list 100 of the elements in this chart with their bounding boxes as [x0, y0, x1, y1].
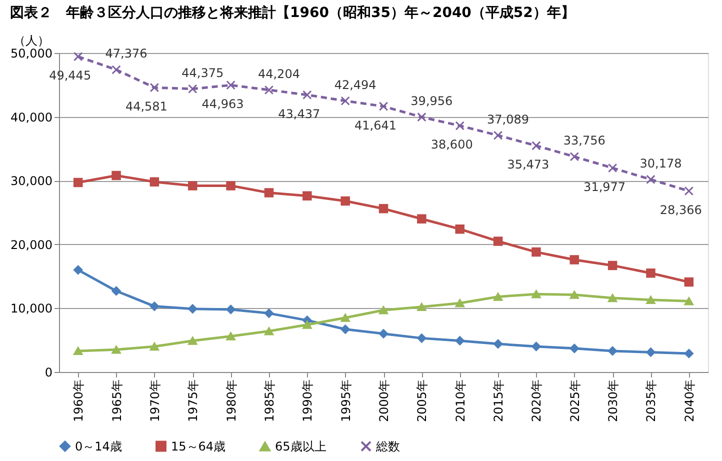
point — [455, 121, 464, 130]
chart-title: 図表２ 年齢３区分人口の推移と将来推計【1960（昭和35）年～2040（平成52）年】 — [10, 5, 575, 21]
x-tick-label: 1980年 — [224, 380, 238, 422]
x-tick-label: 2030年 — [606, 380, 620, 422]
point — [150, 82, 160, 92]
point — [532, 290, 541, 298]
point — [264, 188, 274, 198]
point — [684, 186, 694, 196]
point — [226, 80, 236, 90]
data-label: 44,963 — [202, 97, 244, 112]
data-label: 30,178 — [640, 156, 682, 170]
y-tick-label: 10,000 — [10, 302, 52, 316]
point — [532, 247, 541, 257]
point — [455, 224, 464, 234]
point — [302, 191, 312, 201]
x-tick-label: 2020年 — [530, 380, 544, 422]
point — [112, 286, 121, 296]
point — [302, 320, 312, 329]
point — [340, 314, 350, 322]
point — [264, 308, 274, 318]
point — [340, 96, 350, 106]
point — [150, 342, 160, 351]
y-axis-title: （人） — [14, 34, 50, 48]
point — [570, 255, 580, 264]
point — [684, 297, 694, 306]
point — [532, 342, 541, 352]
point — [188, 84, 198, 94]
x-tick-label: 1985年 — [262, 380, 276, 422]
point — [646, 348, 656, 357]
point — [73, 178, 83, 188]
point — [226, 181, 236, 190]
data-label: 43,437 — [278, 106, 320, 121]
point — [150, 302, 160, 311]
data-label: 39,956 — [410, 94, 453, 108]
x-tick-label: 1965年 — [110, 380, 124, 422]
x-tick-label: 1975年 — [186, 380, 200, 422]
point — [378, 329, 388, 338]
point — [188, 304, 198, 314]
data-label: 44,204 — [258, 66, 300, 81]
point — [493, 339, 503, 349]
point — [226, 332, 236, 340]
point — [73, 346, 83, 356]
x-tick-label: 2005年 — [415, 380, 430, 422]
x-tick-label: 1970年 — [148, 380, 162, 422]
point — [684, 348, 694, 358]
data-label: 37,089 — [487, 112, 530, 126]
point — [112, 170, 121, 180]
point — [608, 346, 618, 356]
point — [608, 163, 618, 173]
data-label: 47,376 — [105, 46, 148, 61]
x-tick-label: 2000年 — [377, 380, 391, 422]
point — [570, 290, 580, 299]
legend-label: 総数 — [375, 439, 400, 454]
point — [417, 302, 426, 312]
y-tick-label: 0 — [44, 366, 52, 380]
point — [340, 196, 350, 206]
point — [493, 292, 503, 301]
point — [493, 236, 503, 246]
point — [532, 141, 541, 150]
point — [417, 112, 426, 122]
data-label: 35,473 — [507, 158, 550, 172]
point — [646, 296, 656, 304]
y-tick-label: 50,000 — [10, 46, 52, 60]
x-tick-label: 2010年 — [453, 380, 468, 422]
point — [417, 214, 426, 224]
point — [493, 130, 503, 140]
point — [264, 327, 274, 336]
x-tick-label: 2040年 — [682, 380, 696, 422]
y-tick-label: 40,000 — [10, 110, 52, 124]
point — [112, 346, 121, 354]
point — [378, 306, 388, 314]
point — [378, 204, 388, 214]
point — [684, 277, 694, 287]
x-tick-label: 1990年 — [300, 380, 315, 422]
legend-label: 65歳以上 — [275, 440, 326, 454]
point — [570, 152, 580, 162]
point — [378, 102, 388, 111]
x-tick-label: 1960年 — [72, 380, 86, 422]
point — [608, 294, 618, 302]
point — [73, 52, 83, 62]
data-label: 31,977 — [584, 180, 626, 194]
y-tick-label: 20,000 — [10, 238, 52, 252]
x-tick-label: 2025年 — [568, 380, 582, 422]
data-label: 41,641 — [354, 118, 396, 132]
point — [150, 177, 160, 186]
data-label: 38,600 — [430, 138, 473, 152]
legend-label: 15～64歳 — [171, 439, 226, 454]
point — [570, 344, 580, 354]
point — [608, 260, 618, 270]
x-tick-label: 2035年 — [644, 380, 658, 422]
point — [646, 174, 656, 184]
legend-label: 0～14歳 — [75, 439, 122, 454]
point — [302, 90, 312, 100]
point — [188, 181, 198, 190]
point — [73, 265, 83, 275]
data-label: 28,366 — [660, 203, 702, 218]
point — [646, 268, 656, 278]
x-tick-label: 2015年 — [492, 380, 506, 422]
data-label: 44,375 — [182, 66, 224, 80]
point — [112, 65, 121, 74]
